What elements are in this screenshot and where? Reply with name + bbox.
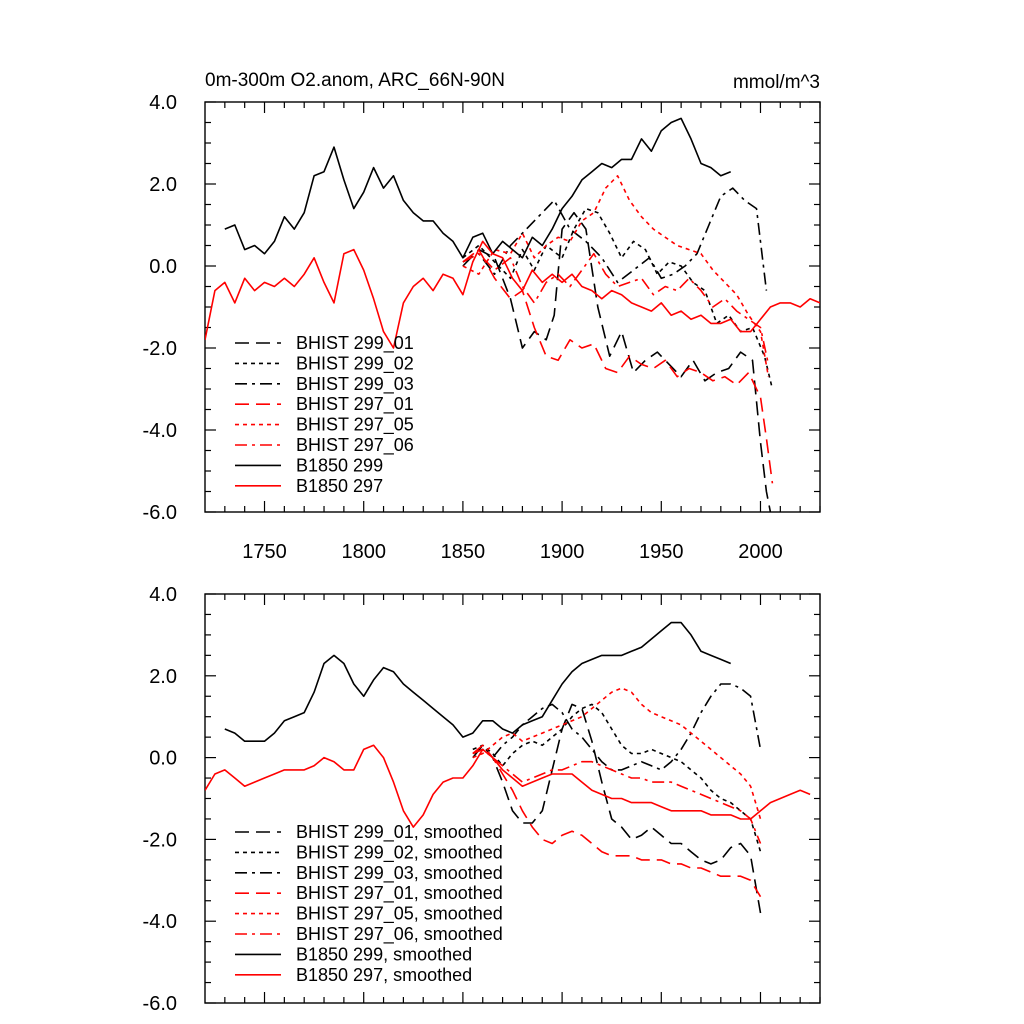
series-line [462, 252, 770, 365]
legend-label: B1850 297, smoothed [296, 965, 472, 985]
y-tick-label: -2.0 [143, 829, 177, 851]
legend-label: BHIST 297_01, smoothed [296, 883, 503, 904]
series-line [224, 117, 732, 259]
x-tick-label: 1900 [540, 541, 585, 563]
series-line [462, 175, 770, 377]
legend-label: B1850 299, smoothed [296, 944, 472, 964]
series-line [462, 187, 768, 291]
figure-title: 0m-300m O2.anom, ARC_66N-90N [205, 70, 505, 91]
y-tick-label: -2.0 [143, 338, 177, 360]
x-tick-label: 1800 [341, 541, 386, 563]
figure-units: mmol/m^3 [733, 72, 820, 93]
x-tick-label: 1750 [242, 541, 287, 563]
top-panel: 1750 1800 1850 1900 1950 2000 -6.0 -4.0 -2.0 0.0 2… [143, 92, 821, 563]
legend-label: B1850 299 [296, 455, 383, 475]
series-line [472, 683, 762, 771]
y-tick-label: 4.0 [149, 584, 177, 606]
x-tick-label: 2000 [738, 541, 783, 563]
legend-label: BHIST 299_03 [296, 374, 414, 395]
y-tick-label: -4.0 [143, 420, 177, 442]
series-line [472, 744, 762, 898]
series-line [462, 248, 774, 484]
legend-label: B1850 297 [296, 476, 383, 496]
series-line [472, 703, 762, 914]
series-group [205, 117, 820, 512]
bottom-panel: -6.0 -4.0 -2.0 0.0 2.0 4.0 BHIST 299_01, smoot… [143, 584, 821, 1015]
y-tick-label: -6.0 [143, 502, 177, 524]
series-line [472, 703, 762, 852]
legend-label: BHIST 297_05 [296, 415, 414, 436]
series-line [462, 207, 774, 390]
legend-label: BHIST 297_01 [296, 394, 414, 415]
series-line [472, 748, 762, 844]
y-tick-label: 0.0 [149, 256, 177, 278]
series-line [462, 211, 772, 512]
y-tick-label: 4.0 [149, 92, 177, 114]
series-line [205, 744, 811, 828]
legend-label: BHIST 299_01 [296, 333, 414, 354]
legend-label: BHIST 299_02 [296, 353, 414, 374]
y-tick-label: 2.0 [149, 174, 177, 196]
y-tick-label: 2.0 [149, 666, 177, 688]
legend-label: BHIST 297_05, smoothed [296, 904, 503, 925]
legend-label: BHIST 299_01, smoothed [296, 822, 503, 843]
series-line [205, 240, 820, 349]
y-tick-label: 0.0 [149, 748, 177, 770]
series-line [472, 687, 762, 820]
series-group [205, 621, 811, 914]
y-tick-label: -4.0 [143, 911, 177, 933]
legend-label: BHIST 299_03, smoothed [296, 863, 503, 884]
legend-label: BHIST 297_06, smoothed [296, 924, 503, 945]
x-tick-label: 1950 [639, 541, 684, 563]
x-tick-label: 1850 [441, 541, 486, 563]
series-line [224, 621, 732, 742]
y-tick-label: -6.0 [143, 993, 177, 1015]
legend-label: BHIST 299_02, smoothed [296, 842, 503, 863]
legend-label: BHIST 297_06 [296, 435, 414, 456]
